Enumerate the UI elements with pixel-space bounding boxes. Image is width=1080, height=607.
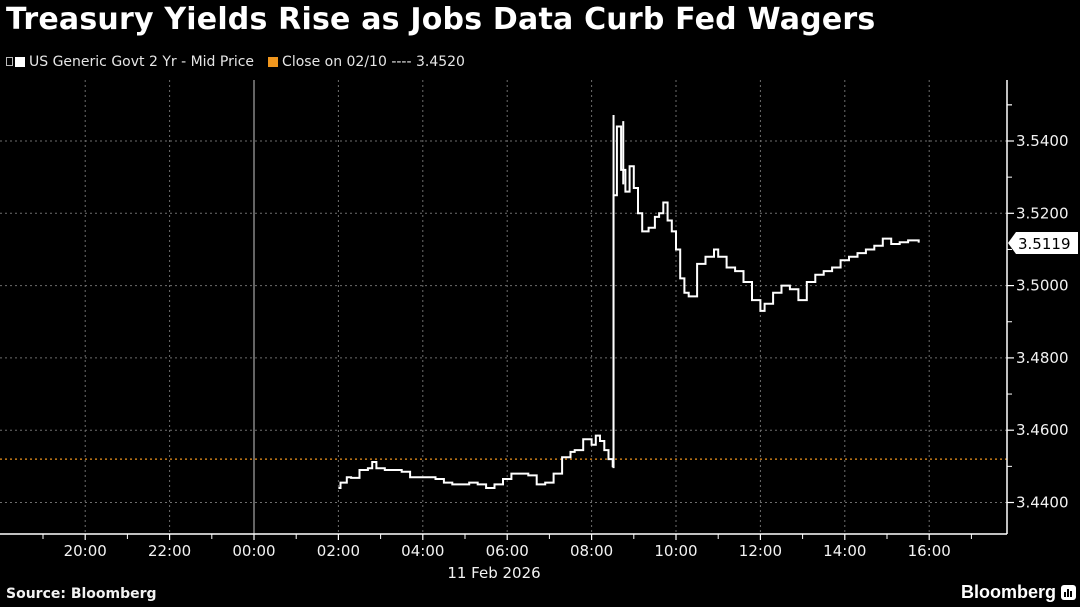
svg-text:14:00: 14:00 — [823, 542, 866, 560]
legend: US Generic Govt 2 Yr - Mid Price Close o… — [6, 54, 465, 70]
svg-text:00:00: 00:00 — [232, 542, 275, 560]
legend-toggle-icon[interactable] — [6, 56, 13, 66]
yield-series-line — [338, 125, 920, 489]
svg-text:3.4400: 3.4400 — [1016, 494, 1069, 512]
x-axis-ticks: 20:00 22:00 00:00 02:00 04:00 06:00 08:00 10:00… — [42, 534, 972, 560]
bloomberg-logo: Bloomberg — [960, 582, 1056, 602]
grid-lines — [0, 80, 1007, 534]
chart-title: Treasury Yields Rise as Jobs Data Curb F… — [6, 2, 876, 37]
legend-series-label: US Generic Govt 2 Yr - Mid Price — [29, 54, 255, 70]
svg-text:3.4800: 3.4800 — [1016, 349, 1069, 367]
svg-text:3.5119: 3.5119 — [1018, 235, 1071, 253]
svg-text:20:00: 20:00 — [64, 542, 107, 560]
svg-text:12:00: 12:00 — [739, 542, 782, 560]
last-value-label: 3.5119 — [1008, 232, 1078, 254]
svg-text:08:00: 08:00 — [570, 542, 613, 560]
source-label: Source: Bloomberg — [6, 586, 157, 602]
svg-text:22:00: 22:00 — [148, 542, 191, 560]
svg-text:3.4600: 3.4600 — [1016, 421, 1069, 439]
legend-swatch-series — [15, 57, 25, 67]
bloomberg-chart-icon — [1061, 585, 1076, 600]
legend-swatch-close — [268, 57, 279, 67]
legend-close-label: Close on 02/10 ---- 3.4520 — [282, 54, 465, 70]
svg-text:3.5200: 3.5200 — [1016, 204, 1069, 222]
y-axis-ticks: 3.4400 3.4600 3.4800 3.5000 3.5200 3.5400 — [1007, 104, 1069, 512]
svg-text:10:00: 10:00 — [654, 542, 697, 560]
svg-text:04:00: 04:00 — [401, 542, 444, 560]
svg-text:3.5000: 3.5000 — [1016, 277, 1069, 295]
svg-text:16:00: 16:00 — [908, 542, 951, 560]
svg-text:3.5400: 3.5400 — [1016, 132, 1069, 150]
x-axis-date-label: 11 Feb 2026 — [447, 564, 540, 582]
svg-text:06:00: 06:00 — [486, 542, 529, 560]
svg-text:02:00: 02:00 — [317, 542, 360, 560]
